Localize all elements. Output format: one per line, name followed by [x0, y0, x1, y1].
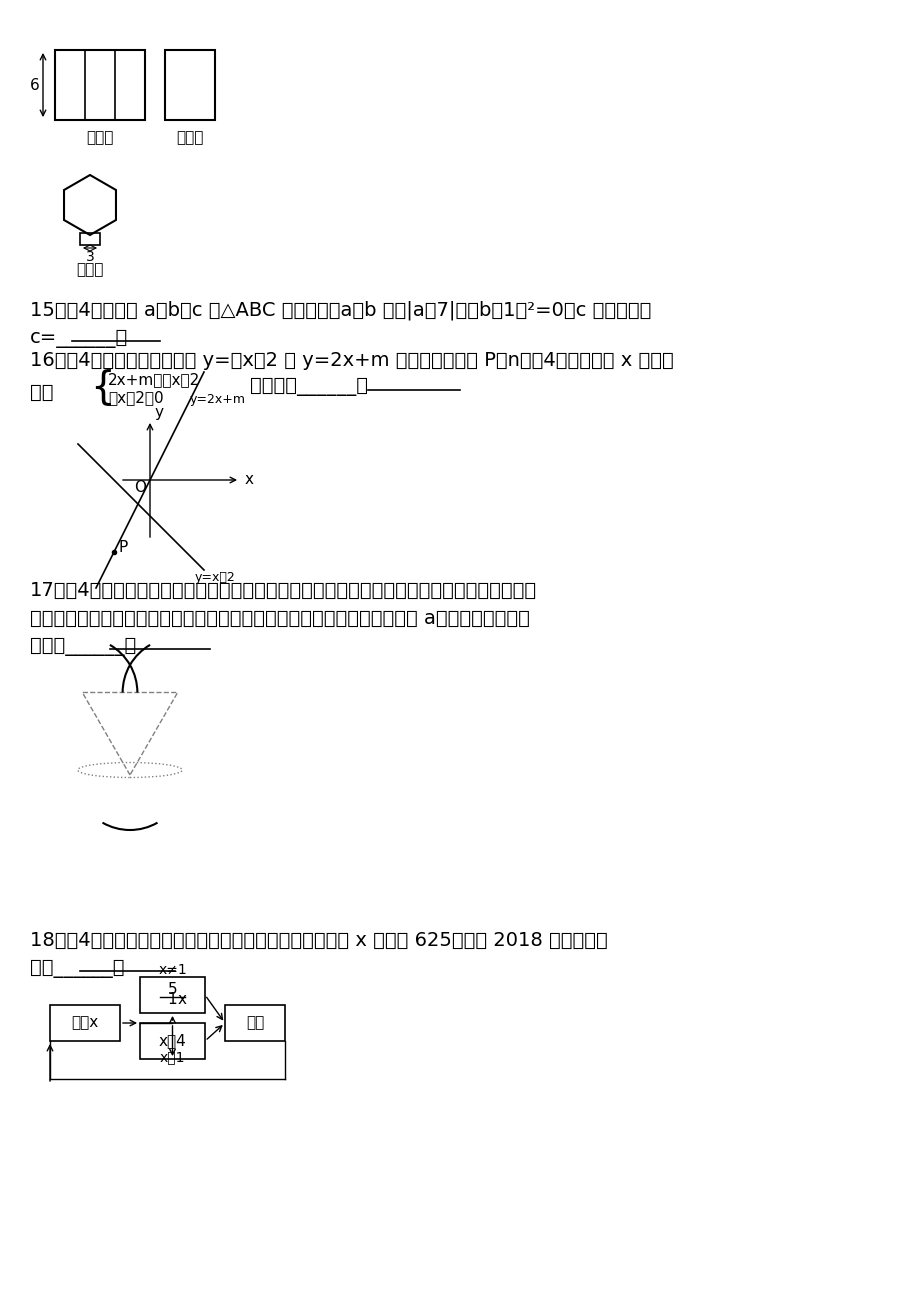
- Text: y: y: [154, 405, 164, 419]
- Text: 16．（4分）如图，一次函数 y=－x－2 与 y=2x+m 的图象相交于点 P（n，－4），则关于 x 的不等: 16．（4分）如图，一次函数 y=－x－2 与 y=2x+m 的图象相交于点 P…: [30, 350, 673, 370]
- FancyBboxPatch shape: [140, 976, 205, 1013]
- Text: 6: 6: [30, 78, 40, 92]
- Text: －x－2＜0: －x－2＜0: [108, 391, 164, 405]
- Text: x＋4: x＋4: [158, 1034, 187, 1048]
- Text: 3: 3: [85, 250, 95, 264]
- Text: 左视图: 左视图: [176, 130, 203, 146]
- Text: 17．（4分）如图，分别以等边三角形的每个顶点为圆心、以边长为半径在另两个顶点间作一段: 17．（4分）如图，分别以等边三角形的每个顶点为圆心、以边长为半径在另两个顶点间…: [30, 581, 537, 599]
- Text: x＝1: x＝1: [160, 1049, 185, 1064]
- Text: x≠1: x≠1: [158, 963, 187, 976]
- Text: 圆弧，三段圆弧围成的曲边三角形称为勒洛三角形．若等边三角形的边长为 a，则勒洛三角形的: 圆弧，三段圆弧围成的曲边三角形称为勒洛三角形．若等边三角形的边长为 a，则勒洛三…: [30, 608, 529, 628]
- Text: 周长为______．: 周长为______．: [30, 637, 136, 655]
- Text: x: x: [244, 473, 254, 487]
- Text: P: P: [119, 540, 128, 556]
- Text: 输出: 输出: [245, 1016, 264, 1030]
- Text: 式组: 式组: [30, 383, 53, 401]
- Text: 2x+m＜－x－2: 2x+m＜－x－2: [108, 372, 200, 388]
- Text: 俯视图: 俯视图: [76, 263, 104, 277]
- Text: O: O: [134, 480, 146, 496]
- FancyBboxPatch shape: [225, 1005, 285, 1042]
- Text: c=______．: c=______．: [30, 328, 128, 348]
- Text: 5: 5: [167, 983, 177, 997]
- Text: 果为______．: 果为______．: [30, 958, 124, 978]
- Text: x: x: [177, 992, 187, 1008]
- Text: y=2x+m: y=2x+m: [189, 392, 245, 405]
- Text: {: {: [90, 368, 115, 406]
- Text: y=x－2: y=x－2: [195, 572, 235, 585]
- Text: 的解集为______．: 的解集为______．: [250, 378, 368, 397]
- FancyBboxPatch shape: [140, 1023, 205, 1059]
- Text: 输入x: 输入x: [72, 1016, 98, 1030]
- Text: 18．（4分）如图，是一个运算程序的示意图，若开始输入 x 的值为 625，则第 2018 次输出的结: 18．（4分）如图，是一个运算程序的示意图，若开始输入 x 的值为 625，则第…: [30, 931, 607, 949]
- Text: 主视图: 主视图: [86, 130, 114, 146]
- Text: 1: 1: [167, 992, 177, 1008]
- Text: 15．（4分）已知 a，b，c 是△ABC 的三边长，a，b 满足|a－7|＋（b－1）²=0，c 为奇数，则: 15．（4分）已知 a，b，c 是△ABC 的三边长，a，b 满足|a－7|＋（…: [30, 301, 651, 320]
- FancyBboxPatch shape: [50, 1005, 119, 1042]
